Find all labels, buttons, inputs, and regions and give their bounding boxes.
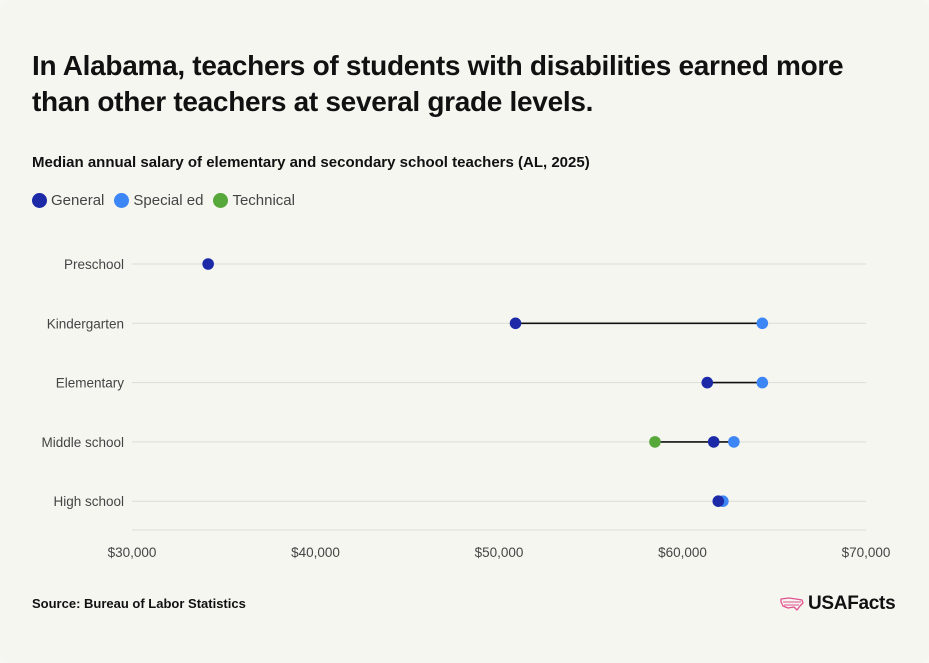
logo-text: USAFacts [808, 593, 896, 614]
data-point-special-ed [728, 436, 740, 448]
source-note: Source: Bureau of Labor Statistics [32, 596, 246, 611]
chart-title: In Alabama, teachers of students with di… [32, 50, 844, 117]
data-point-general [509, 317, 522, 330]
data-point-general [202, 258, 214, 270]
x-tick-label: $50,000 [475, 545, 524, 560]
legend: General Special ed Technical [32, 192, 305, 209]
usa-map-icon [780, 597, 804, 611]
category-label: Preschool [64, 257, 124, 272]
category-label: Middle school [41, 435, 124, 450]
data-point-technical [649, 436, 661, 448]
legend-item-general: General [32, 192, 104, 209]
category-label: Elementary [56, 376, 125, 391]
chart-subtitle: Median annual salary of elementary and s… [32, 154, 590, 171]
category-label: High school [53, 494, 124, 509]
dot-range-chart: Preschool Kindergarten Elementary Middle sc… [41, 257, 891, 560]
legend-item-special-ed: Special ed [114, 192, 203, 209]
x-tick-label: $60,000 [658, 545, 707, 560]
category-label: Kindergarten [47, 316, 124, 331]
legend-label-special-ed: Special ed [133, 192, 204, 209]
data-point-special-ed [756, 317, 769, 330]
usafacts-logo: USAFacts [780, 593, 896, 615]
data-point-general [701, 376, 714, 389]
legend-label-technical: Technical [232, 192, 295, 209]
legend-item-technical: Technical [213, 192, 295, 209]
data-point-general [707, 436, 720, 448]
legend-swatch-technical [213, 193, 229, 208]
data-point-general [712, 495, 725, 508]
x-tick-label: $70,000 [842, 545, 891, 560]
legend-swatch-general [32, 193, 47, 208]
legend-label-general: General [51, 192, 105, 209]
x-tick-label: $30,000 [108, 545, 157, 560]
x-tick-label: $40,000 [291, 545, 340, 560]
data-point-special-ed [756, 376, 769, 389]
legend-swatch-special-ed [114, 193, 130, 208]
